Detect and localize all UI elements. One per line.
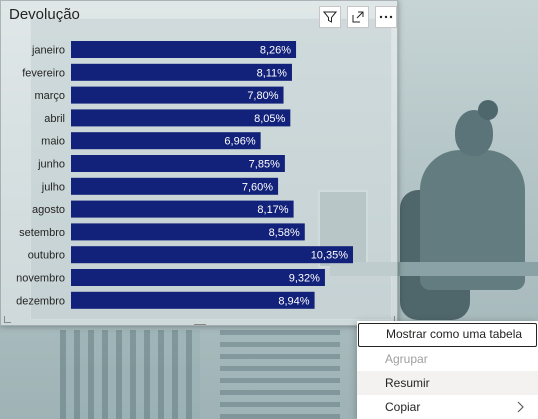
bar-abril[interactable] [71,109,291,127]
bar-junho[interactable] [71,155,285,172]
data-label: 7,85% [249,159,280,171]
resize-handle-bottom[interactable] [194,324,206,325]
menu-item-label: Mostrar como uma tabela [386,327,523,341]
bg-monitor [318,190,368,268]
data-label: 6,96% [224,136,255,148]
bar-chart: janeiro 8,26% fevereiro 8,11% março 7,80% abri… [16,41,353,309]
data-label: 8,94% [278,295,309,307]
data-label: 8,17% [257,204,288,216]
bar-janeiro[interactable] [71,41,297,58]
bar-outubro[interactable] [71,246,353,264]
data-label: 9,32% [289,273,320,285]
more-options-button[interactable] [375,6,397,28]
bg-desk [330,262,538,276]
focus-mode-button[interactable] [347,6,369,28]
category-label: outubro [28,250,65,262]
bg-server-rack-2 [220,330,340,419]
resize-corner-bottom-left[interactable] [4,316,11,323]
bg-server-rack [60,330,200,419]
menu-item-label: Resumir [385,376,430,390]
filter-icon [323,11,337,23]
more-options-icon [379,15,393,19]
menu-item-label: Copiar [385,400,421,414]
bar-novembro[interactable] [71,269,325,286]
bar-maio[interactable] [71,132,261,150]
category-label: agosto [32,204,65,216]
data-label: 7,80% [247,90,278,102]
menu-item-copy[interactable]: Copiar [357,395,538,419]
focus-mode-icon [352,11,364,23]
category-label: julho [41,181,65,193]
category-label: novembro [16,273,65,285]
category-label: março [34,90,65,102]
bar-agosto[interactable] [71,200,294,218]
menu-item-summarize[interactable]: Resumir [357,371,538,395]
data-label: 8,26% [260,45,291,57]
chevron-right-icon [517,401,524,413]
bar-setembro[interactable] [71,223,305,241]
category-label: fevereiro [22,67,65,79]
menu-item-label: Agrupar [385,352,428,366]
bar-chart-visual[interactable]: Devolução janeiro 8,26% fevereiro 8,11% març… [0,0,398,326]
menu-item-group: Agrupar [357,347,538,371]
bar-março[interactable] [71,86,284,104]
category-label: junho [37,159,65,171]
filter-button[interactable] [319,6,341,28]
data-label: 7,60% [242,181,273,193]
bar-fevereiro[interactable] [71,63,292,81]
bar-julho[interactable] [71,177,279,195]
data-label: 8,58% [269,227,300,239]
category-label: dezembro [16,295,65,307]
menu-item-show-as-table[interactable]: Mostrar como uma tabela [358,323,537,347]
visual-title: Devolução [9,6,80,23]
category-label: abril [44,113,65,125]
category-label: setembro [19,227,65,239]
data-label: 10,35% [311,250,349,262]
bar-dezembro[interactable] [71,291,315,309]
context-menu: Mostrar como uma tabela Agrupar Resumir … [357,321,538,419]
bg-person-hair [478,100,498,120]
category-label: maio [41,136,65,148]
data-label: 8,05% [254,113,285,125]
category-label: janeiro [31,45,65,57]
data-label: 8,11% [257,67,288,79]
